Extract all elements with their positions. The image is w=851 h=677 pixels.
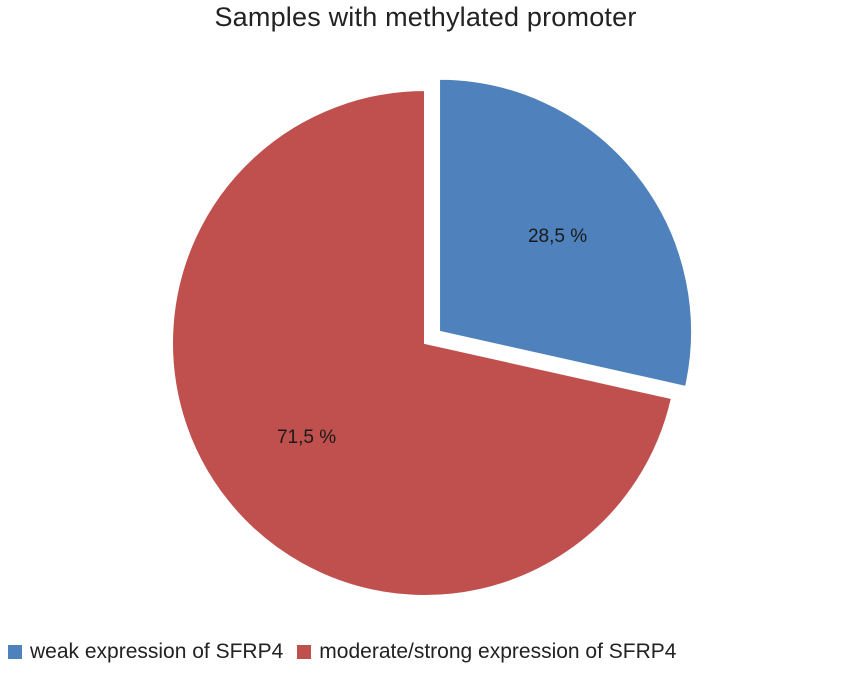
- chart-legend: weak expression of SFRP4 moderate/strong…: [8, 640, 848, 664]
- legend-item-weak: weak expression of SFRP4: [8, 640, 283, 664]
- pie-slice-0: [438, 77, 694, 389]
- legend-label-moderate-strong: moderate/strong expression of SFRP4: [319, 640, 677, 663]
- legend-label-weak: weak expression of SFRP4: [30, 640, 284, 663]
- pie-data-label-0: 28,5 %: [528, 226, 587, 247]
- chart-title: Samples with methylated promoter: [214, 2, 637, 32]
- pie-chart: 28,5 % 71,5 %: [171, 77, 694, 597]
- legend-item-moderate-strong: moderate/strong expression of SFRP4: [297, 640, 676, 664]
- pie-data-label-1: 71,5 %: [277, 427, 336, 448]
- legend-swatch-moderate-strong: [297, 645, 312, 659]
- legend-swatch-weak: [8, 645, 22, 659]
- pie-slice-1: [171, 88, 674, 597]
